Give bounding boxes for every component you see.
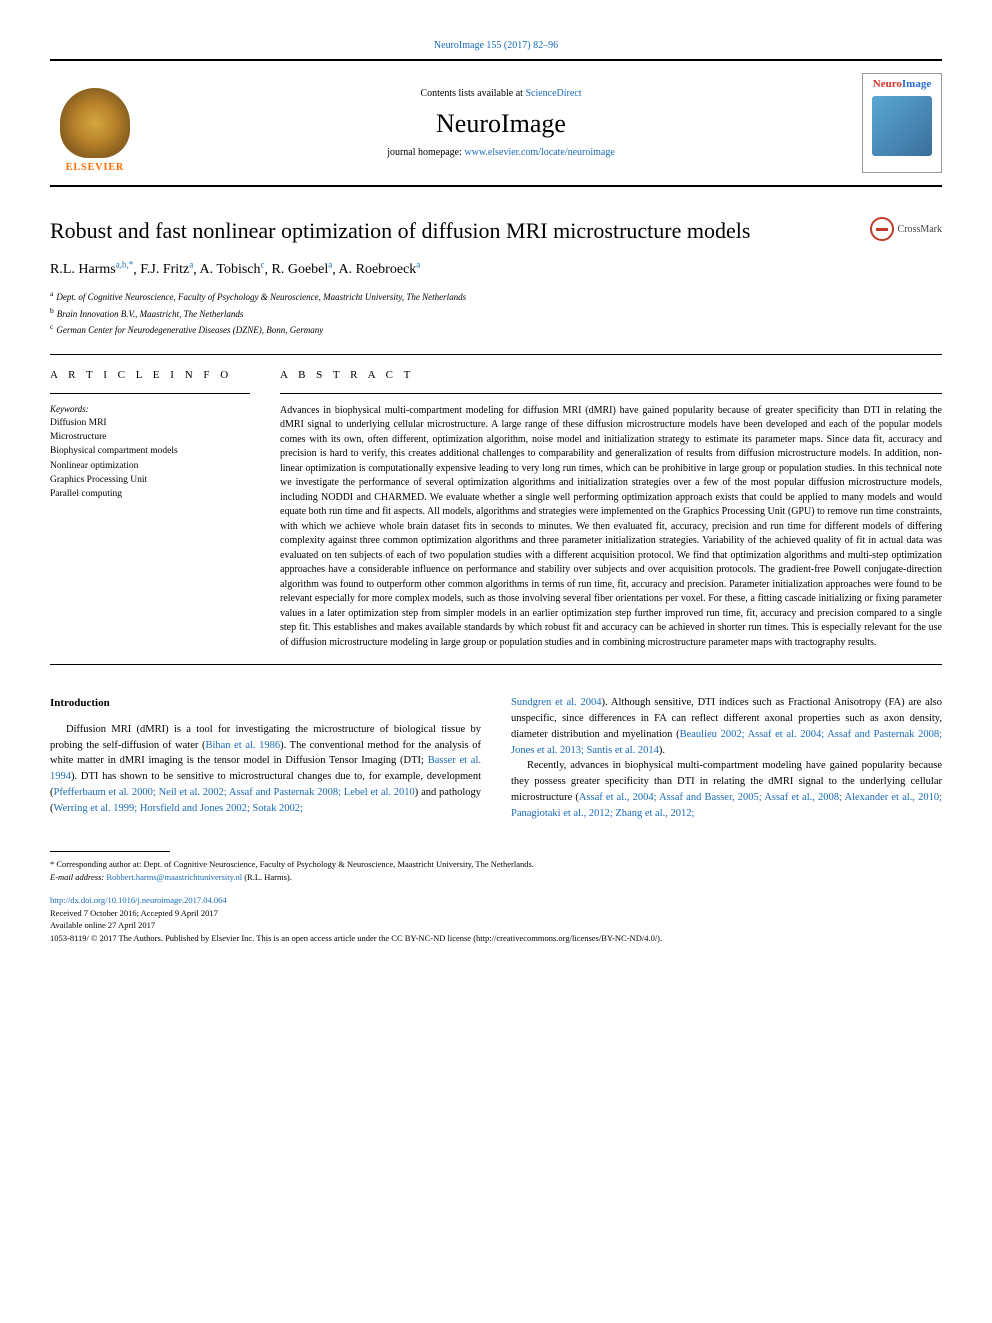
affiliation: bBrain Innovation B.V., Maastricht, The … xyxy=(50,305,942,322)
keyword: Diffusion MRI xyxy=(50,416,250,430)
info-heading: A R T I C L E I N F O xyxy=(50,369,250,381)
keyword: Nonlinear optimization xyxy=(50,459,250,473)
author: F.J. Fritza xyxy=(140,262,193,277)
homepage-prefix: journal homepage: xyxy=(387,147,464,158)
crossmark-icon xyxy=(870,217,894,241)
header-center: Contents lists available at ScienceDirec… xyxy=(140,88,862,158)
body-paragraph: Recently, advances in biophysical multi-… xyxy=(511,758,942,821)
abstract-heading: A B S T R A C T xyxy=(280,369,942,381)
sciencedirect-link[interactable]: ScienceDirect xyxy=(525,88,581,99)
affiliation: aDept. of Cognitive Neuroscience, Facult… xyxy=(50,288,942,305)
section-title: Introduction xyxy=(50,695,481,712)
journal-header: ELSEVIER Contents lists available at Sci… xyxy=(50,59,942,187)
body-left-column: Introduction Diffusion MRI (dMRI) is a t… xyxy=(50,695,481,821)
received-line: Received 7 October 2016; Accepted 9 Apri… xyxy=(50,907,942,920)
author: A. Tobischc xyxy=(200,262,265,277)
top-citation-link[interactable]: NeuroImage 155 (2017) 82–96 xyxy=(434,40,558,51)
affiliation: cGerman Center for Neurodegenerative Dis… xyxy=(50,321,942,338)
author: R. Goebela xyxy=(272,262,333,277)
abstract-text: Advances in biophysical multi-compartmen… xyxy=(280,404,942,651)
divider xyxy=(50,393,250,394)
doi-link[interactable]: http://dx.doi.org/10.1016/j.neuroimage.2… xyxy=(50,895,227,905)
citation-link[interactable]: Sundgren et al. 2004 xyxy=(511,697,602,708)
top-citation: NeuroImage 155 (2017) 82–96 xyxy=(50,40,942,51)
email-link[interactable]: Robbert.harms@maastrichtuniversity.nl xyxy=(106,872,242,882)
keyword: Parallel computing xyxy=(50,487,250,501)
keyword: Graphics Processing Unit xyxy=(50,473,250,487)
footer-separator xyxy=(50,851,170,852)
title-row: Robust and fast nonlinear optimization o… xyxy=(50,217,942,246)
elsevier-tree-icon xyxy=(60,88,130,158)
cover-brand: NeuroImage xyxy=(873,78,931,90)
publisher-name: ELSEVIER xyxy=(66,162,125,173)
crossmark-label: CrossMark xyxy=(898,224,942,235)
crossmark-badge[interactable]: CrossMark xyxy=(870,217,942,241)
keyword: Microstructure xyxy=(50,430,250,444)
article-info: A R T I C L E I N F O Keywords: Diffusio… xyxy=(50,369,250,651)
email-line: E-mail address: Robbert.harms@maastricht… xyxy=(50,871,942,884)
contents-prefix: Contents lists available at xyxy=(420,88,525,99)
keywords-label: Keywords: xyxy=(50,404,250,414)
divider xyxy=(50,664,942,665)
keywords-list: Diffusion MRIMicrostructureBiophysical c… xyxy=(50,416,250,502)
footer-block: http://dx.doi.org/10.1016/j.neuroimage.2… xyxy=(50,894,942,945)
copyright-line: 1053-8119/ © 2017 The Authors. Published… xyxy=(50,932,942,945)
affiliations: aDept. of Cognitive Neuroscience, Facult… xyxy=(50,288,942,338)
homepage-link[interactable]: www.elsevier.com/locate/neuroimage xyxy=(464,147,614,158)
publisher-logo: ELSEVIER xyxy=(50,73,140,173)
contents-line: Contents lists available at ScienceDirec… xyxy=(140,88,862,99)
journal-name: NeuroImage xyxy=(140,109,862,139)
body-paragraph: Sundgren et al. 2004). Although sensitiv… xyxy=(511,695,942,758)
citation-link[interactable]: Pfefferbaum et al. 2000; Neil et al. 200… xyxy=(54,787,415,798)
article-title: Robust and fast nonlinear optimization o… xyxy=(50,217,850,246)
body-paragraph: Diffusion MRI (dMRI) is a tool for inves… xyxy=(50,722,481,817)
journal-cover: NeuroImage xyxy=(862,73,942,173)
author: A. Roebroecka xyxy=(339,262,421,277)
cover-image-icon xyxy=(872,96,932,156)
corresponding-author: * Corresponding author at: Dept. of Cogn… xyxy=(50,858,942,871)
abstract-column: A B S T R A C T Advances in biophysical … xyxy=(280,369,942,651)
footer-notes: * Corresponding author at: Dept. of Cogn… xyxy=(50,858,942,884)
body-right-column: Sundgren et al. 2004). Although sensitiv… xyxy=(511,695,942,821)
author-list: R.L. Harmsa,b,*, F.J. Fritza, A. Tobisch… xyxy=(50,260,942,279)
body-columns: Introduction Diffusion MRI (dMRI) is a t… xyxy=(50,695,942,821)
info-abstract-row: A R T I C L E I N F O Keywords: Diffusio… xyxy=(50,369,942,651)
citation-link[interactable]: Werring et al. 1999; Horsfield and Jones… xyxy=(54,803,303,814)
author: R.L. Harmsa,b,* xyxy=(50,262,133,277)
divider xyxy=(50,354,942,355)
cover-image: Image xyxy=(902,78,931,90)
available-line: Available online 27 April 2017 xyxy=(50,919,942,932)
cover-neuro: Neuro xyxy=(873,78,902,90)
citation-link[interactable]: Bihan et al. 1986 xyxy=(205,740,280,751)
keyword: Biophysical compartment models xyxy=(50,444,250,458)
divider xyxy=(280,393,942,394)
homepage-line: journal homepage: www.elsevier.com/locat… xyxy=(140,147,862,158)
